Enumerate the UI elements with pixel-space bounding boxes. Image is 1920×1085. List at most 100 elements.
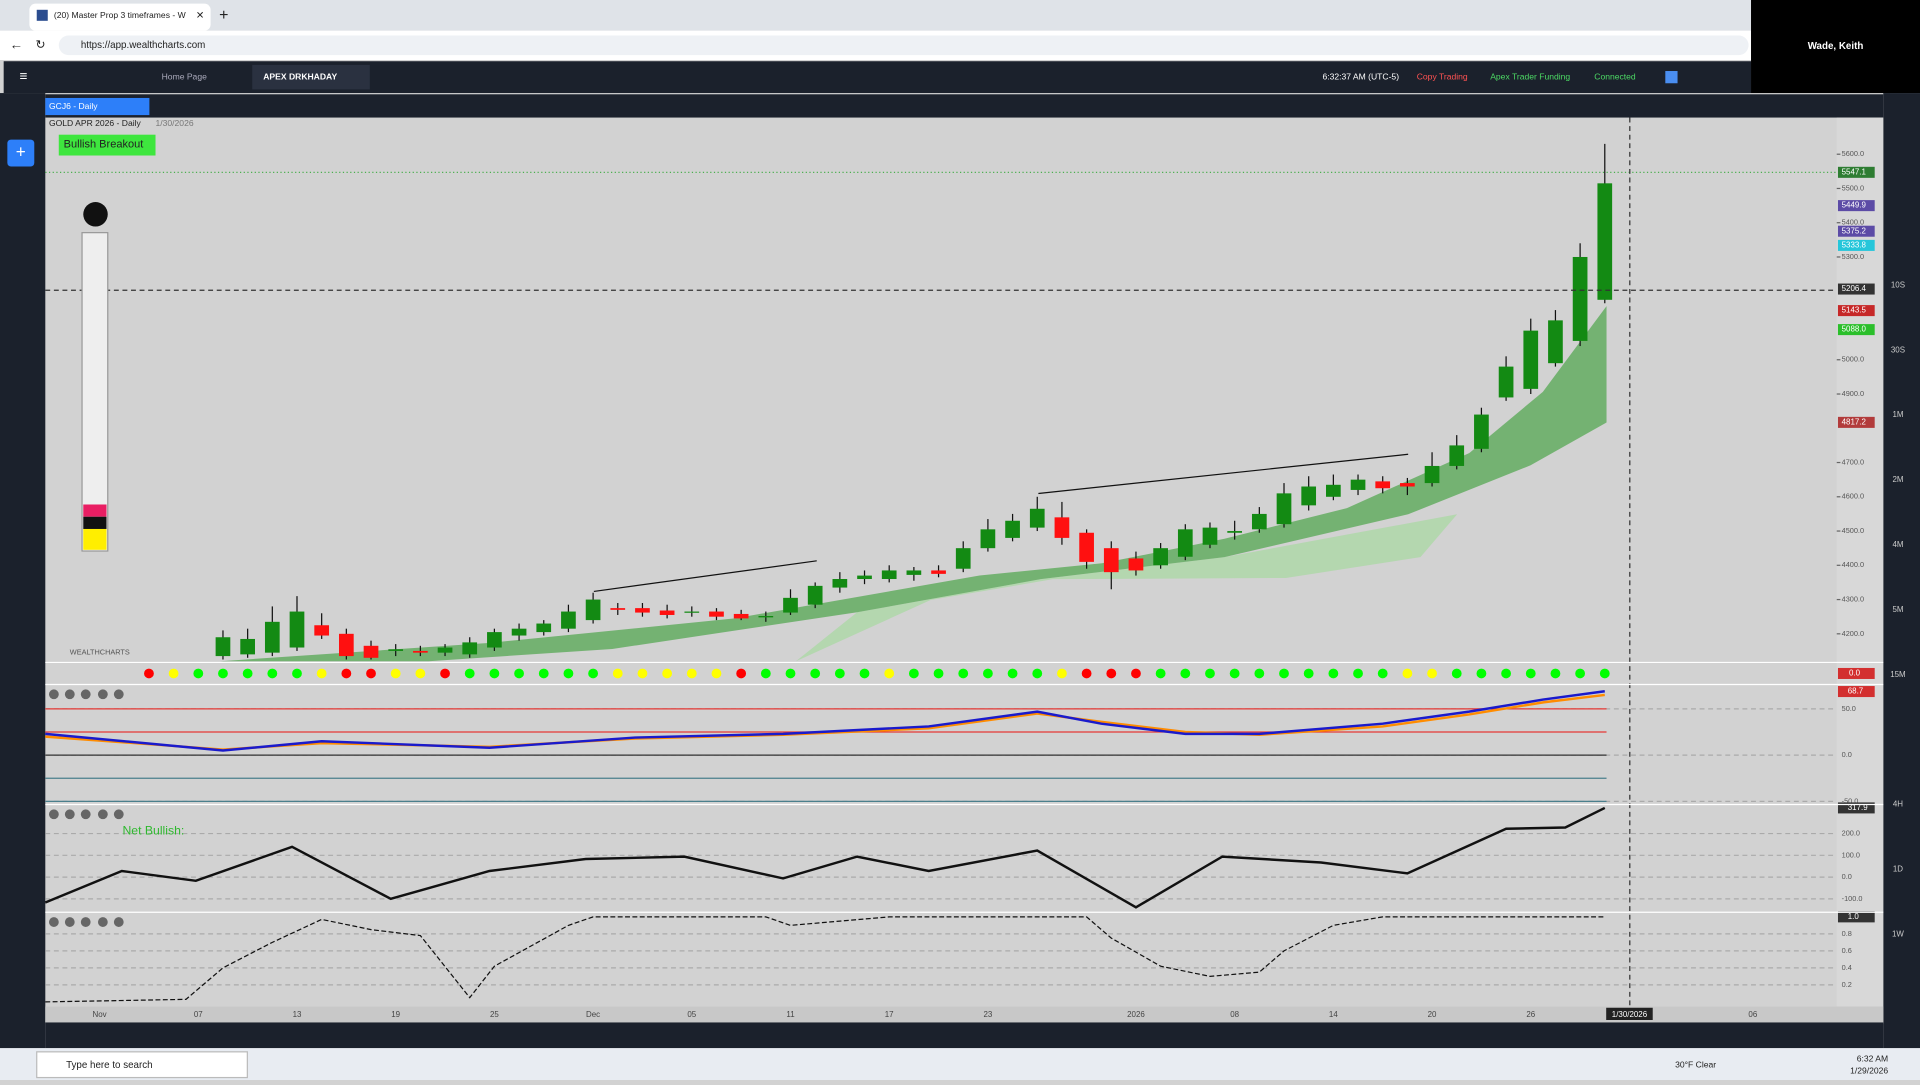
candle-body	[635, 608, 650, 613]
candle-body	[585, 599, 601, 621]
price-tag-label: 5375.2	[1842, 226, 1867, 235]
indicator-line	[44, 806, 1606, 909]
pane-control[interactable]	[48, 809, 59, 820]
signal-dot	[1377, 668, 1388, 679]
pane-control[interactable]	[113, 689, 124, 700]
pane-control[interactable]	[113, 917, 124, 927]
pane-control[interactable]	[64, 917, 75, 927]
timeframe[interactable]: 30S	[1891, 345, 1905, 354]
signal-dot	[908, 668, 919, 679]
trend-band	[220, 306, 1607, 662]
status[interactable]: Copy Trading	[1417, 71, 1468, 81]
timeframe[interactable]: 15M	[1890, 670, 1905, 679]
signal-dot	[218, 668, 228, 679]
signal-dot	[785, 668, 796, 679]
pane-control[interactable]	[48, 689, 59, 700]
signal-dot	[341, 668, 352, 679]
signal-dot	[292, 668, 302, 679]
timeframe[interactable]: 4H	[1893, 800, 1903, 809]
signal-dot	[760, 668, 771, 679]
pane-control[interactable]	[97, 917, 108, 927]
status[interactable]: Connected	[1594, 71, 1636, 81]
timeframe[interactable]: 1M	[1892, 410, 1903, 419]
price-axis	[1836, 117, 1884, 1024]
address-bar[interactable]	[58, 35, 1749, 56]
y-tick-label: 0.0	[1842, 872, 1852, 881]
y-tick-label: 0.0	[1842, 750, 1852, 759]
reload[interactable]: ↻	[36, 38, 46, 52]
price-tag-label: 5333.8	[1842, 240, 1867, 249]
indicator-tag	[1837, 686, 1875, 698]
annotation-box[interactable]	[58, 134, 156, 156]
signal-dot	[1131, 668, 1141, 679]
pane-control[interactable]	[80, 689, 91, 700]
pane-control[interactable]	[97, 809, 108, 820]
new-tab[interactable]: +	[219, 7, 228, 24]
x-tick-label: 26	[1526, 1010, 1535, 1019]
x-tick-label: 14	[1329, 1010, 1338, 1019]
signal-dot	[1599, 668, 1610, 679]
price-tag-label: 4817.2	[1842, 417, 1867, 426]
status[interactable]: Apex Trader Funding	[1490, 71, 1570, 81]
indicator-tag	[1837, 802, 1875, 814]
add-icon: +	[16, 142, 26, 162]
timeframe[interactable]: 5M	[1892, 605, 1903, 614]
app-tab[interactable]: APEX DRKHADAY	[263, 71, 337, 81]
user-panel	[1751, 0, 1920, 94]
signal-dot	[1106, 668, 1117, 679]
clock: 6:32:37 AM (UTC-5)	[1322, 71, 1399, 81]
date: 1/29/2026	[1850, 1066, 1888, 1076]
pane-control[interactable]	[64, 809, 75, 820]
tool-pin[interactable]	[83, 202, 108, 227]
price-tag	[1837, 416, 1875, 428]
candle-body	[1202, 527, 1218, 545]
indicator-line	[45, 690, 1605, 752]
timeframe[interactable]: 1W	[1892, 929, 1904, 938]
color-swatch[interactable]	[83, 528, 107, 550]
y-tick-label: -50.0	[1842, 796, 1859, 805]
signal-dot	[1328, 668, 1339, 679]
candle-body	[1005, 520, 1020, 538]
timeframe[interactable]: 2M	[1892, 475, 1903, 484]
pane-control[interactable]	[64, 689, 75, 700]
pane-control[interactable]	[97, 689, 108, 700]
timeframe[interactable]: 10S	[1891, 280, 1905, 289]
color-swatch[interactable]	[83, 504, 107, 517]
symbol-tab[interactable]	[45, 97, 150, 116]
y-tick-label: 4600.0	[1842, 492, 1864, 501]
price-tag-label: 5143.5	[1842, 306, 1867, 315]
y-tick-label: 50.0	[1842, 704, 1856, 713]
pane-control[interactable]	[113, 809, 124, 820]
x-tick-label: 08	[1230, 1010, 1239, 1019]
y-tick-label: 100.0	[1842, 850, 1860, 859]
timeframe[interactable]: 4M	[1892, 540, 1903, 549]
trendline[interactable]	[593, 560, 817, 593]
indicator-tag	[1837, 911, 1875, 923]
indicator-tag-label: 1.0	[1848, 912, 1860, 921]
y-tick-label: 4700.0	[1842, 457, 1864, 466]
x-tick-label: 1/30/2026	[1612, 1010, 1648, 1019]
app-tab[interactable]: Home Page	[162, 71, 207, 81]
signal-dot	[1575, 668, 1586, 679]
search-box[interactable]	[36, 1051, 248, 1079]
menu[interactable]: ≡	[20, 69, 28, 84]
candle-body	[240, 638, 255, 655]
signal-dot	[1279, 668, 1289, 679]
add-button[interactable]	[7, 139, 35, 167]
tab-close[interactable]: ✕	[196, 11, 204, 22]
trendline[interactable]	[1038, 453, 1409, 495]
signal-dot	[1303, 668, 1314, 679]
x-tick-label: Dec	[586, 1010, 600, 1019]
back[interactable]: ←	[10, 37, 23, 52]
y-tick-label: 0.2	[1842, 980, 1852, 989]
x-tick-label: 06	[1748, 1010, 1757, 1019]
browser-tab[interactable]	[29, 3, 211, 31]
signal-dot	[538, 668, 549, 679]
pane-control[interactable]	[48, 917, 59, 927]
timeframe[interactable]: 1D	[1893, 864, 1903, 873]
color-swatch[interactable]	[83, 516, 107, 529]
pane-control[interactable]	[80, 917, 91, 927]
taskbar	[0, 1048, 1920, 1080]
pane-control[interactable]	[80, 809, 91, 820]
save-icon[interactable]	[1665, 71, 1678, 84]
